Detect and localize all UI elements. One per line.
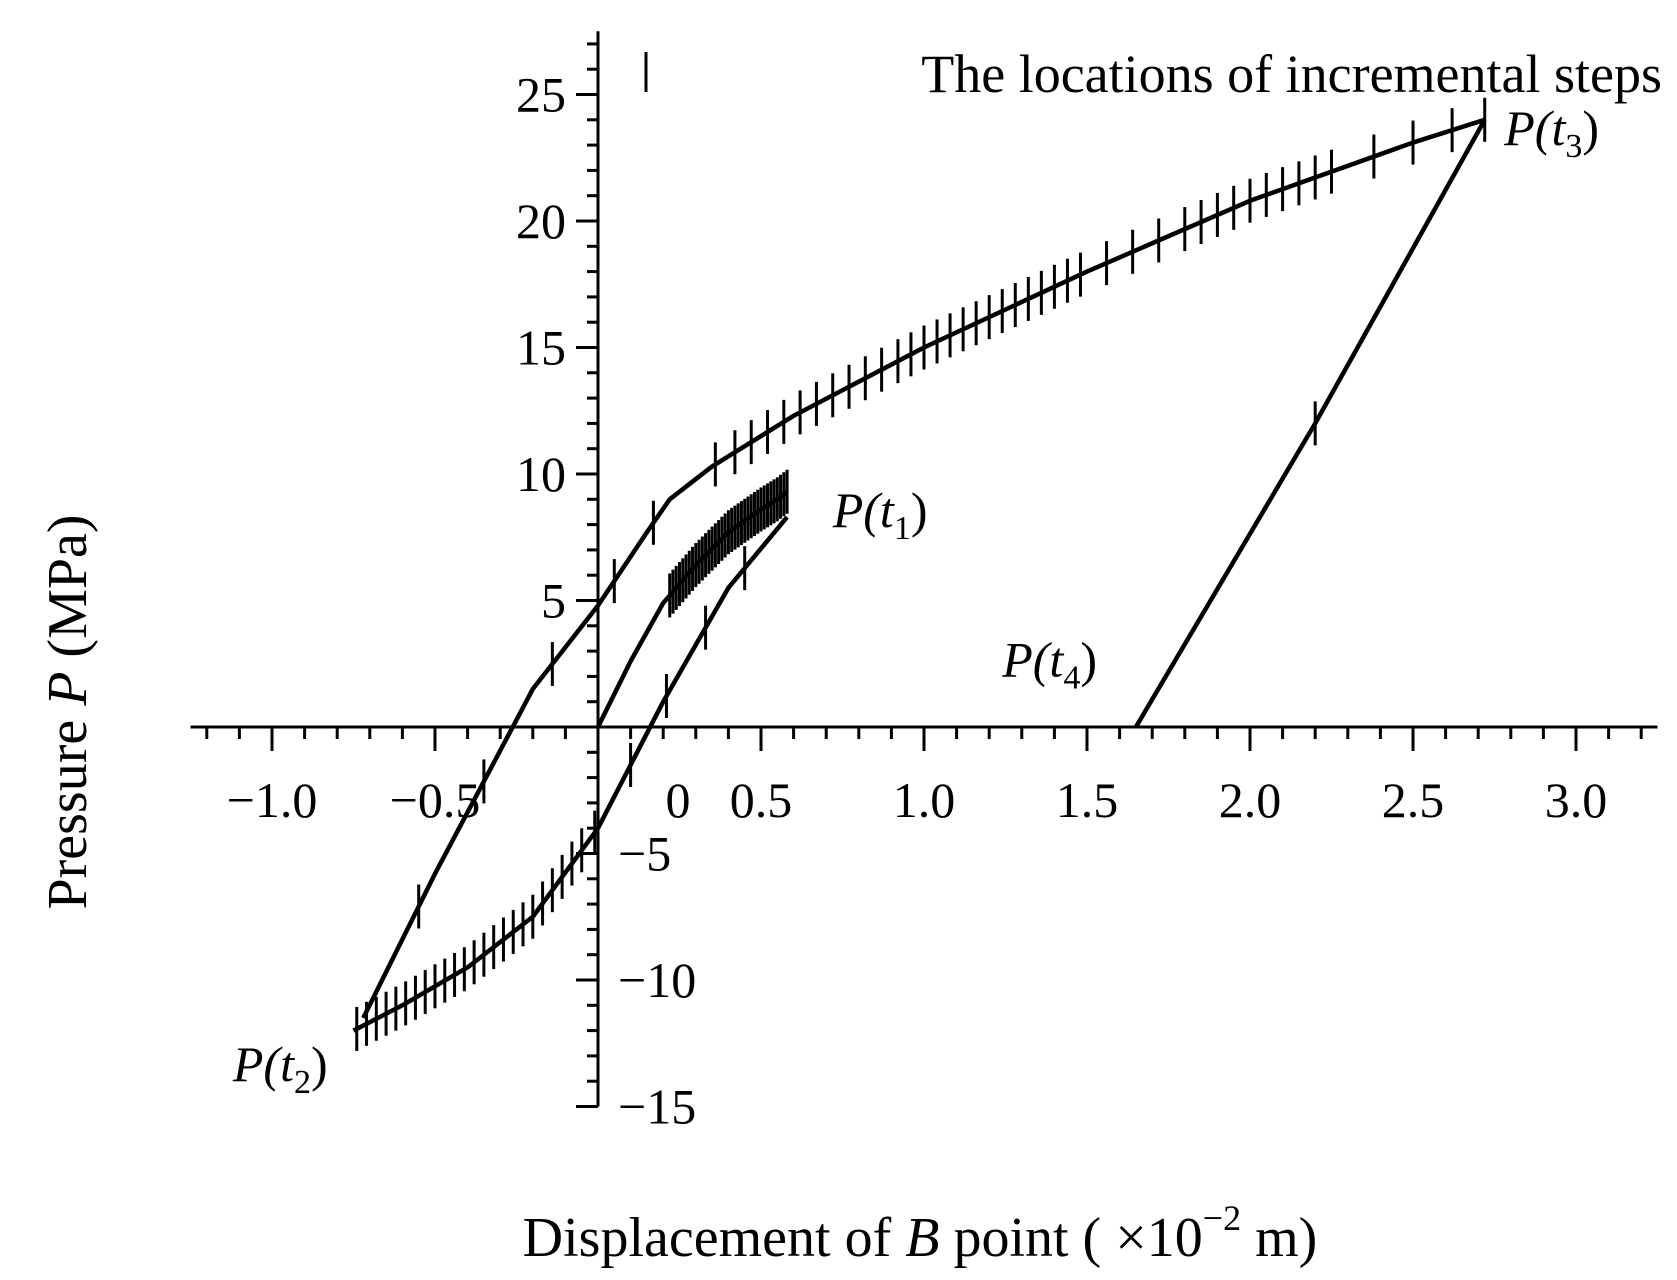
x-tick-label: 0.5: [730, 772, 793, 828]
x-tick-label: 2.5: [1382, 772, 1445, 828]
x-tick-label: −1.0: [227, 772, 318, 828]
annotation-base: P(t: [832, 482, 895, 538]
annotation-sub: 2: [294, 1064, 311, 1101]
series-line-final-unloading: [1133, 118, 1487, 729]
y-tick-label: 10: [516, 446, 566, 502]
step-markers: [355, 97, 1487, 1051]
y-axis-title: Pressure P (MPa): [37, 514, 99, 909]
legend-label: The locations of incremental steps: [921, 44, 1662, 104]
y-tick-label: −10: [618, 952, 696, 1008]
x-axis-title: Displacement of B point ( ×10−2 m): [523, 1198, 1318, 1269]
annotation-p-t1: P(t1): [832, 482, 928, 547]
x-title-italic: B: [905, 1207, 939, 1269]
annotation-p-t3: P(t3): [1503, 100, 1599, 165]
y-tick-label: 25: [516, 67, 566, 123]
annotation-close: ): [311, 1036, 328, 1092]
annotation-close: ): [1080, 631, 1097, 687]
annotation-sub: 4: [1063, 659, 1080, 696]
legend: The locations of incremental steps: [644, 44, 1662, 104]
annotation-base: P(t: [232, 1036, 295, 1092]
annotation-p-t2: P(t2): [232, 1036, 328, 1101]
series-line-unloading-reverse: [352, 515, 789, 1033]
axes: −1.0 −0.5 0 0.5 1.0 1.5 2.0 2.5 3.0 −15 −10 −5 5 10 15…: [190, 31, 1658, 1135]
x-tick-label: 1.5: [1056, 772, 1119, 828]
y-tick-label: 15: [516, 320, 566, 376]
x-tick-label: −0.5: [390, 772, 481, 828]
annotation-close: ): [911, 482, 928, 538]
y-tick-label: −15: [618, 1079, 696, 1135]
x-tick-label: 3.0: [1545, 772, 1608, 828]
y-title-post: (MPa): [37, 514, 99, 671]
annotation-base: P(t: [1503, 100, 1566, 156]
y-tick-label: −5: [618, 826, 671, 882]
x-title-post: point ( ×10: [939, 1207, 1202, 1269]
y-tick-label: 5: [541, 573, 566, 629]
annotation-close: ): [1582, 100, 1599, 156]
annotation-sub: 1: [894, 510, 911, 547]
annotations: P(t1)P(t2)P(t3)P(t4): [232, 100, 1599, 1101]
x-tick-label: 1.0: [893, 772, 956, 828]
x-title-unit: m): [1241, 1207, 1317, 1269]
x-tick-label: 2.0: [1219, 772, 1282, 828]
y-title-italic: P: [37, 672, 99, 707]
annotation-base: P(t: [1001, 631, 1064, 687]
y-tick-label: 20: [516, 193, 566, 249]
annotation-sub: 3: [1565, 128, 1582, 165]
x-tick-label: 0: [666, 772, 691, 828]
annotation-p-t4: P(t4): [1001, 631, 1097, 696]
series-layer: [352, 117, 1487, 1033]
y-title-pre: Pressure: [37, 706, 99, 910]
x-title-sup: −2: [1203, 1198, 1241, 1238]
series-line-reloading: [361, 117, 1486, 1019]
x-title-pre: Displacement of: [523, 1207, 906, 1269]
